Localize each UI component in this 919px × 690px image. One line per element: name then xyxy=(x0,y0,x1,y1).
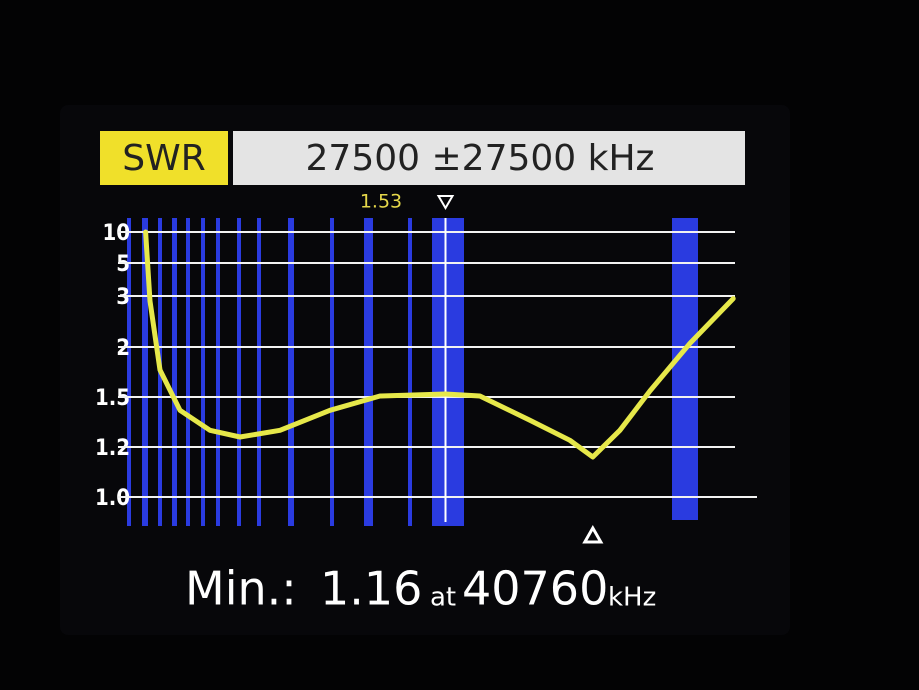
band xyxy=(142,218,148,526)
band xyxy=(432,218,442,526)
mode-label: SWR xyxy=(122,138,205,179)
marker-triangle xyxy=(436,195,455,210)
y-tick-label: 1.0 xyxy=(95,486,130,511)
band xyxy=(330,218,334,526)
range-box xyxy=(233,131,745,185)
marker-label: 1.53 xyxy=(360,191,402,213)
min-value: 1.16 xyxy=(320,562,422,616)
band xyxy=(127,218,131,526)
y-tick-label: 1.2 xyxy=(95,436,130,461)
band xyxy=(172,218,177,526)
range-label: 27500 ±27500 kHz xyxy=(306,138,655,179)
band xyxy=(186,218,190,526)
min-at: at xyxy=(430,583,456,613)
band xyxy=(257,218,261,526)
y-tick-label: 10 xyxy=(102,221,130,246)
band xyxy=(672,218,698,520)
band xyxy=(408,218,412,526)
y-tick-label: 1.5 xyxy=(95,386,130,411)
band xyxy=(216,218,220,526)
band xyxy=(364,218,373,526)
min-freq: 40760 xyxy=(462,562,608,616)
min-prefix: Min.: xyxy=(185,562,297,616)
min-unit: kHz xyxy=(608,583,656,613)
band xyxy=(237,218,241,526)
mode-box xyxy=(100,131,228,185)
min-triangle xyxy=(582,524,604,544)
band xyxy=(288,218,294,526)
y-tick-label: 3 xyxy=(116,285,130,310)
screen xyxy=(60,105,790,635)
plot: 10 5 3 2 1.5 1.2 1.0 xyxy=(95,195,757,544)
y-tick-label: 5 xyxy=(116,252,130,277)
y-tick-label: 2 xyxy=(116,336,130,361)
band xyxy=(201,218,205,526)
swr-curve xyxy=(143,229,736,460)
